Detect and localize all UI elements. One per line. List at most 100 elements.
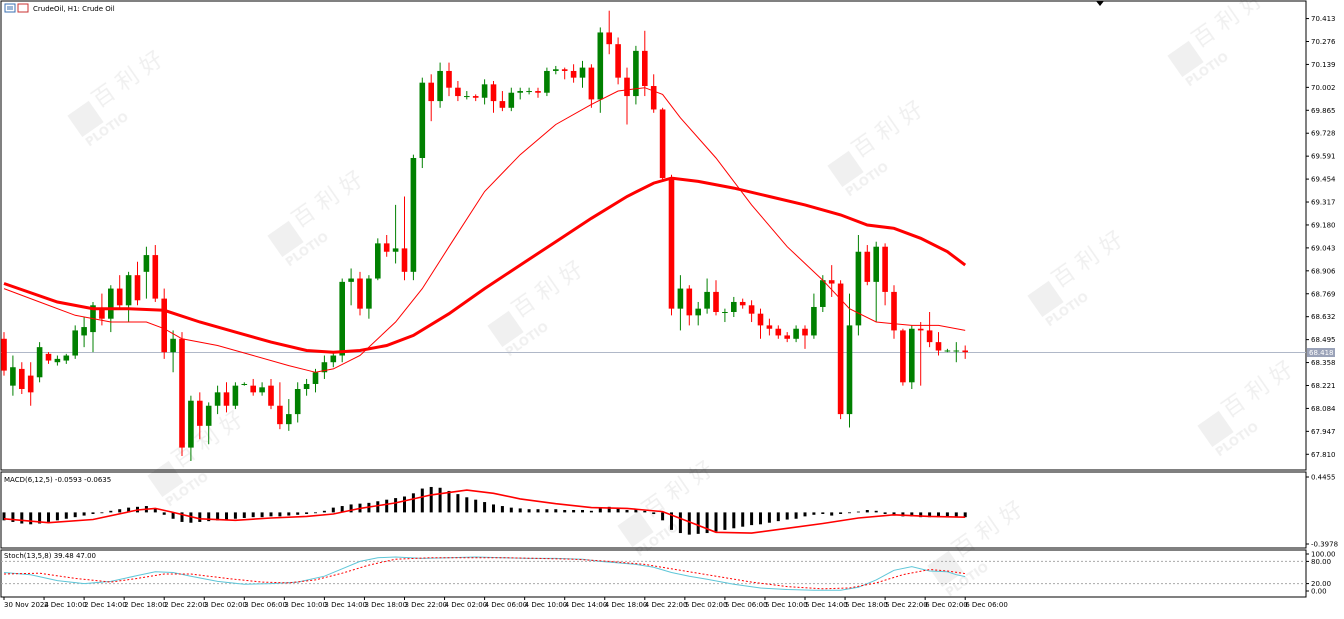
candle-body bbox=[624, 77, 630, 97]
candle-body bbox=[348, 278, 354, 282]
price-tick-label: 68.632 bbox=[1311, 313, 1336, 321]
macd-bar bbox=[162, 512, 166, 515]
candle-body bbox=[179, 338, 185, 448]
candle-body bbox=[170, 338, 176, 353]
macd-bar bbox=[314, 512, 317, 514]
price-tick-label: 70.002 bbox=[1311, 84, 1336, 92]
candle-body bbox=[704, 291, 710, 309]
ma-fast-line bbox=[3, 87, 966, 373]
candle-body bbox=[588, 67, 595, 100]
price-tick-label: 68.358 bbox=[1311, 359, 1336, 367]
chart-menu-icon[interactable] bbox=[4, 3, 16, 13]
price-tick-label: 68.221 bbox=[1311, 382, 1336, 390]
macd-bar bbox=[954, 512, 958, 518]
macd-bar bbox=[456, 494, 460, 513]
macd-bar bbox=[741, 512, 745, 527]
stoch-label: Stoch(13,5,8) 39.48 47.00 bbox=[4, 552, 96, 560]
macd-bar bbox=[260, 512, 264, 518]
macd-bar bbox=[269, 512, 273, 517]
price-tick-label: 69.043 bbox=[1311, 244, 1336, 252]
macd-bar bbox=[901, 512, 905, 517]
candle-body bbox=[116, 288, 123, 306]
macd-bar bbox=[527, 509, 531, 513]
macd-bar bbox=[928, 512, 932, 518]
candle-body bbox=[410, 158, 417, 272]
macd-bar bbox=[732, 512, 736, 529]
price-tick-label: 69.865 bbox=[1311, 107, 1336, 115]
chart-header[interactable]: CrudeOil, H1: Crude Oil bbox=[4, 3, 115, 13]
candle-body bbox=[784, 335, 790, 339]
macd-bar bbox=[563, 510, 567, 513]
macd-bar bbox=[207, 512, 211, 522]
ma-slow-line bbox=[3, 176, 967, 354]
candle-body bbox=[570, 70, 577, 78]
candle-body bbox=[544, 70, 550, 93]
macd-bar bbox=[492, 504, 495, 513]
candle-body bbox=[811, 306, 817, 336]
candle-body bbox=[642, 50, 648, 87]
candle-body bbox=[900, 330, 906, 383]
price-tick-label: 69.454 bbox=[1311, 176, 1336, 184]
price-tick-label: 68.906 bbox=[1311, 267, 1336, 275]
macd-bar bbox=[652, 512, 656, 514]
candle-body bbox=[935, 342, 942, 351]
stoch-tick-label: 80.00 bbox=[1311, 558, 1331, 566]
candle-body bbox=[321, 362, 328, 373]
time-tick-label: 3 Dec 14:00 bbox=[324, 601, 367, 609]
macd-bar bbox=[64, 512, 68, 519]
macd-bar bbox=[2, 512, 6, 521]
candle-body bbox=[45, 353, 52, 361]
macd-bar bbox=[767, 512, 771, 523]
candle-body bbox=[606, 32, 612, 45]
current-price-label: 68.418 bbox=[1309, 349, 1334, 357]
candle-body bbox=[873, 246, 879, 282]
macd-bar bbox=[678, 512, 682, 534]
candle-body bbox=[464, 96, 470, 98]
macd-bar bbox=[474, 499, 478, 513]
time-tick-label: 6 Dec 02:00 bbox=[925, 601, 968, 609]
time-tick-label: 5 Dec 22:00 bbox=[885, 601, 928, 609]
macd-bar bbox=[874, 510, 878, 513]
macd-bar bbox=[589, 510, 593, 513]
candle-body bbox=[481, 84, 488, 98]
macd-bar bbox=[670, 512, 673, 530]
candle-body bbox=[846, 325, 853, 415]
macd-bar bbox=[242, 512, 246, 518]
macd-bar bbox=[305, 512, 309, 514]
candle-body bbox=[597, 32, 604, 100]
time-tick-label: 2 Dec 14:00 bbox=[84, 601, 127, 609]
candle-body bbox=[731, 301, 737, 312]
chart-indicator-icon[interactable] bbox=[17, 3, 29, 13]
macd-tick-label: 0.4455 bbox=[1311, 474, 1336, 482]
macd-bar bbox=[848, 512, 851, 514]
candle-body bbox=[766, 325, 773, 329]
chart-shift-marker-icon[interactable] bbox=[1096, 1, 1104, 6]
candle-body bbox=[312, 372, 319, 384]
time-tick-label: 3 Dec 18:00 bbox=[364, 601, 407, 609]
candle-body bbox=[419, 82, 426, 158]
macd-bar bbox=[394, 498, 398, 513]
macd-bar bbox=[296, 512, 300, 515]
candle-body bbox=[250, 385, 256, 393]
macd-bar bbox=[420, 488, 424, 513]
watermark-logo-shape bbox=[1197, 410, 1234, 448]
macd-bar bbox=[919, 512, 923, 518]
time-tick-label: 4 Dec 22:00 bbox=[645, 601, 688, 609]
candle-body bbox=[375, 243, 381, 279]
candle-body bbox=[161, 298, 167, 353]
macd-bar bbox=[127, 507, 131, 513]
price-tick-label: 68.084 bbox=[1311, 405, 1336, 413]
candle-body bbox=[401, 248, 408, 272]
macd-bar bbox=[803, 512, 807, 517]
macd-bar bbox=[794, 512, 798, 519]
macd-bar bbox=[11, 512, 15, 522]
candle-body bbox=[472, 96, 479, 98]
candle-body bbox=[668, 178, 675, 309]
time-tick-label: 3 Dec 06:00 bbox=[244, 601, 287, 609]
time-tick-label: 5 Dec 06:00 bbox=[725, 601, 768, 609]
macd-bar bbox=[91, 512, 95, 514]
candle-body bbox=[909, 328, 915, 383]
macd-bar bbox=[447, 490, 451, 513]
macd-histogram bbox=[2, 486, 967, 535]
